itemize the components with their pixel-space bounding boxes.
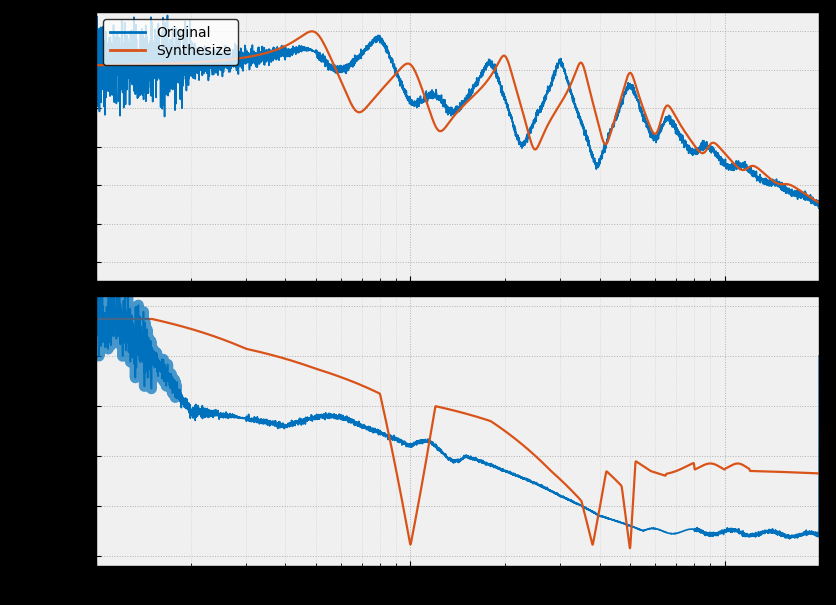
- Line: Original: Original: [96, 16, 819, 208]
- Original: [562, 74, 572, 81]
- Original: [813, 204, 823, 212]
- Synthesize: [562, 90, 572, 97]
- Synthesize: [91, 62, 101, 69]
- Synthesize: [686, 137, 696, 144]
- Original: [222, 57, 232, 64]
- Original: [631, 91, 641, 99]
- Original: [162, 12, 172, 19]
- Synthesize: [631, 82, 641, 90]
- Synthesize: [307, 28, 317, 35]
- Synthesize: [525, 135, 535, 142]
- Original: [814, 199, 824, 206]
- Synthesize: [368, 96, 378, 103]
- Synthesize: [222, 56, 232, 64]
- Original: [686, 146, 696, 153]
- Original: [368, 37, 378, 44]
- Line: Synthesize: Synthesize: [96, 31, 819, 203]
- Original: [91, 55, 101, 62]
- Legend: Original, Synthesize: Original, Synthesize: [103, 19, 238, 65]
- Synthesize: [814, 199, 824, 206]
- Original: [525, 128, 535, 135]
